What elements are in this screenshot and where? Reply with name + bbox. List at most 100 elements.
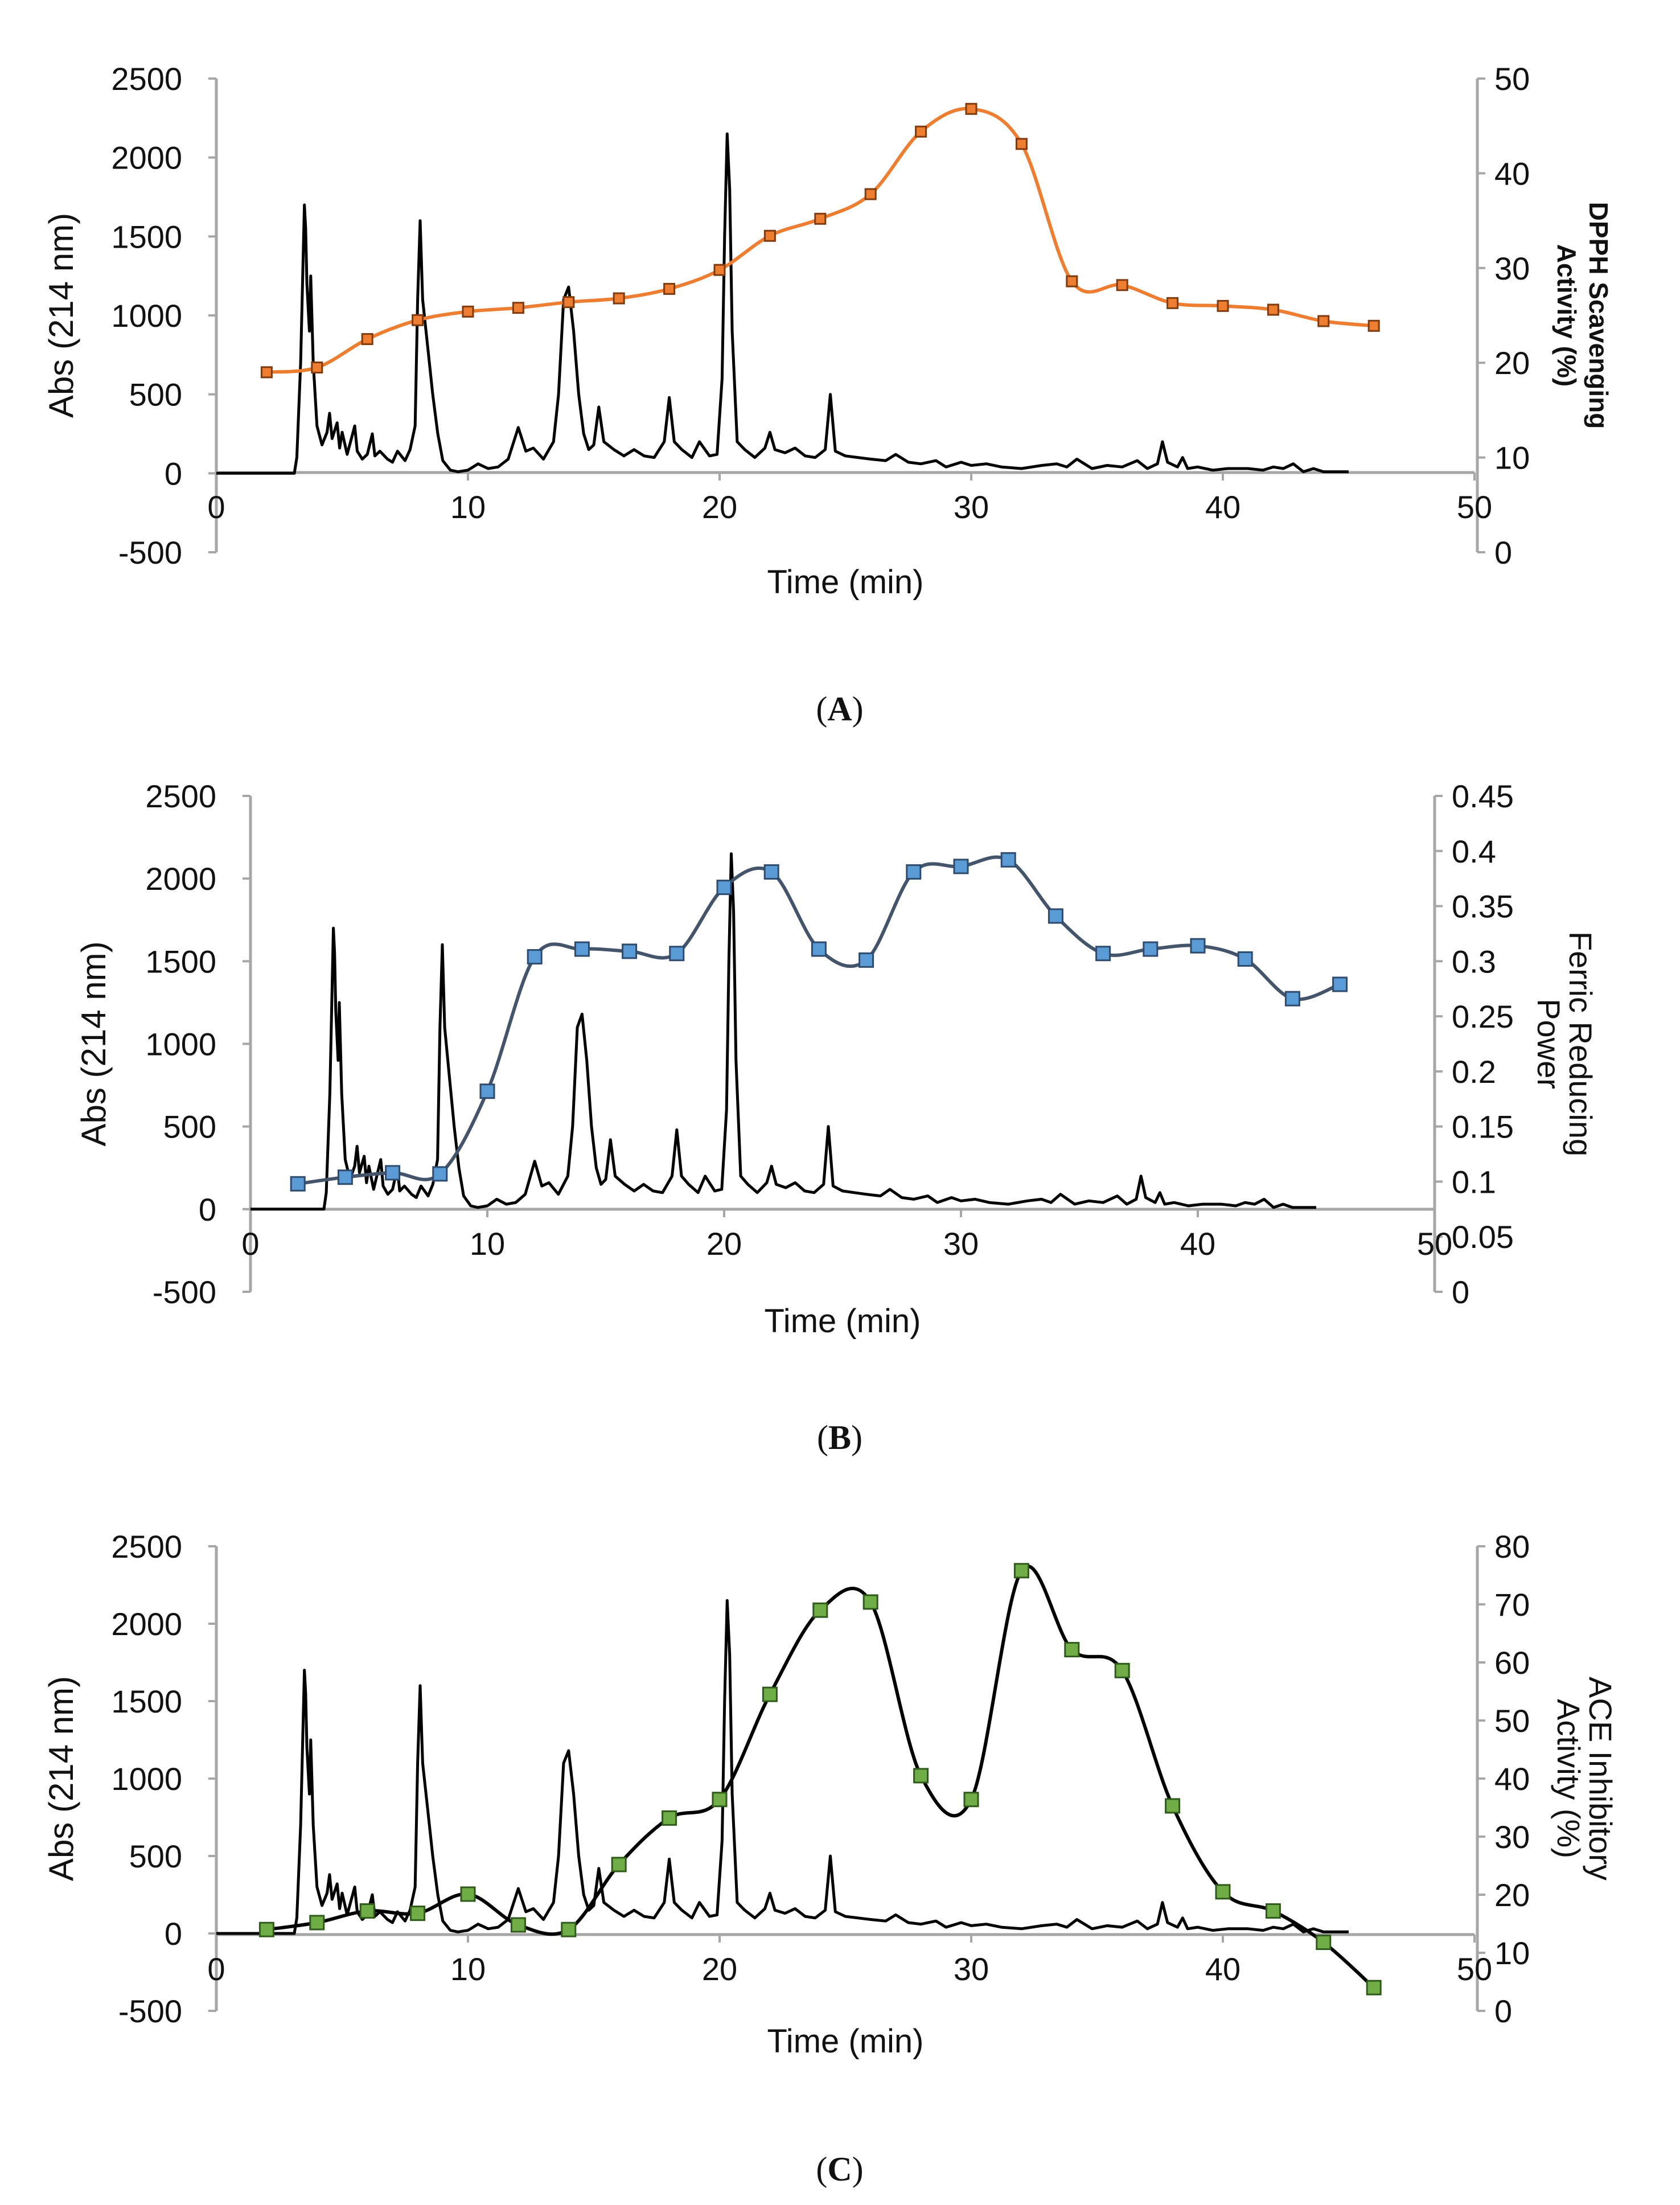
panel-b-y-tick-label: 1500 bbox=[145, 943, 216, 979]
panel-a-activity-marker bbox=[562, 296, 575, 309]
panel-b-x-tick-label: 50 bbox=[1417, 1226, 1452, 1262]
panel-c-activity-marker bbox=[1114, 1662, 1130, 1678]
panel-b-activity-marker bbox=[859, 952, 874, 968]
panel-b-x-axis-title: Time (min) bbox=[765, 1303, 921, 1340]
panel-a-activity-marker bbox=[1166, 297, 1179, 309]
panel-c-y2-tick-label: 40 bbox=[1494, 1761, 1530, 1797]
panel-b-y2-tick-label: 0.1 bbox=[1452, 1164, 1496, 1200]
panel-b-activity-marker bbox=[337, 1169, 353, 1185]
panel-c-y-tick-label: 2000 bbox=[111, 1606, 182, 1642]
panel-a-activity-marker bbox=[663, 282, 676, 295]
panel-b-y-tick-label: 2000 bbox=[145, 861, 216, 897]
panel-b-activity-marker bbox=[906, 864, 922, 880]
panel-c-y2-tick-label: 70 bbox=[1494, 1587, 1530, 1623]
panel-c-activity-marker bbox=[762, 1686, 778, 1702]
panel-a-activity-marker bbox=[260, 366, 273, 379]
panel-c-y-tick-label: 1500 bbox=[111, 1683, 182, 1719]
panel-a-y2-tick-label: 10 bbox=[1494, 440, 1530, 476]
panel-a-activity-marker bbox=[412, 314, 424, 326]
panel-b-y2-tick-label: 0.45 bbox=[1452, 778, 1514, 814]
panel-a-x-tick-label: 20 bbox=[702, 489, 737, 525]
panel-b-activity-marker bbox=[622, 943, 638, 959]
panel-c-activity-marker bbox=[913, 1768, 929, 1784]
panel-b-y2-tick-label: 0.25 bbox=[1452, 999, 1514, 1034]
panel-a-x-tick-label: 10 bbox=[450, 489, 486, 525]
panel-b-y2-tick-label: 0.3 bbox=[1452, 943, 1496, 979]
panel-a-y-tick-label: 0 bbox=[165, 455, 182, 491]
panel-a-y-tick-label: -500 bbox=[118, 535, 182, 570]
panel-c-y-tick-label: 0 bbox=[165, 1916, 182, 1952]
panel-a-activity-marker bbox=[763, 229, 776, 242]
panel-b-y-tick-label: 1000 bbox=[145, 1026, 216, 1062]
panel-c-activity-marker bbox=[460, 1886, 476, 1902]
panel-a-y2-tick-label: 0 bbox=[1494, 535, 1512, 570]
panel-c-y2-tick-label: 60 bbox=[1494, 1645, 1530, 1681]
panel-c-x-axis-title: Time (min) bbox=[767, 2023, 924, 2060]
panel-b-activity-marker bbox=[716, 880, 732, 896]
panel-a-activity-marker bbox=[361, 333, 373, 346]
panel-c-y2-axis-title-line: ACE Inhibitory bbox=[1583, 1677, 1619, 1880]
panel-b-y2-tick-label: 0.15 bbox=[1452, 1109, 1514, 1145]
panel-c-activity-marker bbox=[561, 1921, 577, 1937]
panel-b-activity-marker bbox=[574, 941, 590, 957]
panel-c-y-tick-label: 1000 bbox=[111, 1761, 182, 1797]
panel-b-activity-marker bbox=[1000, 852, 1016, 868]
panel-a-y2-axis-title-line: DPPH Scavenging bbox=[1584, 202, 1613, 429]
panel-a-y-tick-label: 2000 bbox=[111, 140, 182, 176]
panel-b-activity-marker bbox=[385, 1165, 401, 1181]
panel-a-y-tick-label: 500 bbox=[129, 377, 182, 413]
panel-a-activity-marker bbox=[1217, 299, 1229, 312]
panel-c-label: C bbox=[827, 2150, 852, 2188]
panel-c-activity-marker bbox=[812, 1602, 828, 1618]
panel-a-activity-marker bbox=[613, 292, 625, 305]
panel-c-activity-marker bbox=[1316, 1935, 1332, 1951]
panel-a-activity-marker bbox=[1367, 319, 1380, 332]
panel-c-y2-tick-label: 10 bbox=[1494, 1935, 1530, 1971]
panel-c-y2-tick-label: 20 bbox=[1494, 1877, 1530, 1913]
panel-b-y2-tick-label: 0.35 bbox=[1452, 889, 1514, 925]
panel-b-y-tick-label: 500 bbox=[163, 1109, 216, 1145]
panel-c-activity-marker bbox=[712, 1792, 728, 1808]
panel-c-activity-marker bbox=[359, 1903, 375, 1919]
panel-b-y2-axis-title-line: Ferric Reducing bbox=[1563, 931, 1599, 1156]
panel-a-y2-tick-label: 40 bbox=[1494, 155, 1530, 191]
panel-c-y-tick-label: -500 bbox=[118, 1993, 182, 2029]
panel-c-y-tick-label: 500 bbox=[129, 1838, 182, 1874]
panel-b-activity-marker bbox=[290, 1176, 306, 1192]
panel-b-activity-marker bbox=[1332, 976, 1348, 992]
panel-a-activity-marker bbox=[512, 302, 524, 314]
panel-a-x-tick-label: 40 bbox=[1205, 489, 1241, 525]
panel-c-x-tick-label: 0 bbox=[207, 1951, 225, 1987]
panel-c-x-tick-label: 10 bbox=[450, 1951, 486, 1987]
panel-c-y-tick-label: 2500 bbox=[111, 1529, 182, 1565]
panel-c-activity-marker bbox=[258, 1921, 274, 1937]
panel-b-y-tick-label: 0 bbox=[199, 1192, 216, 1227]
panel-c-x-tick-label: 40 bbox=[1205, 1951, 1241, 1987]
panel-a-activity-marker bbox=[713, 264, 726, 276]
panel-a-activity-marker bbox=[1015, 138, 1028, 150]
panel-a-y2-tick-label: 30 bbox=[1494, 251, 1530, 286]
panel-b-activity-marker bbox=[1143, 941, 1159, 957]
panel-b-y2-tick-label: 0 bbox=[1452, 1274, 1469, 1310]
panel-c-y2-axis-title-line: Activity (%) bbox=[1551, 1699, 1587, 1858]
panel-b-activity-marker bbox=[1190, 938, 1206, 954]
panel-a-x-tick-label: 0 bbox=[207, 489, 225, 525]
panel-c-activity-marker bbox=[1366, 1980, 1382, 1995]
panel-b-x-tick-label: 20 bbox=[706, 1226, 742, 1262]
panel-b-y2-tick-label: 0.2 bbox=[1452, 1054, 1496, 1090]
panel-b-activity-marker bbox=[669, 946, 685, 962]
panel-b-y-axis-title: Abs (214 nm) bbox=[75, 941, 113, 1146]
panel-a-activity-marker bbox=[965, 102, 977, 115]
panel-c-activity-marker bbox=[510, 1917, 526, 1933]
panel-c-y2-tick-label: 0 bbox=[1494, 1993, 1512, 2029]
panel-b-activity-marker bbox=[811, 941, 827, 957]
panel-a-y2-tick-label: 50 bbox=[1494, 61, 1530, 97]
panel-b-y2-tick-label: 0.05 bbox=[1452, 1219, 1514, 1255]
panel-a-activity-marker bbox=[1267, 303, 1279, 316]
panel-a-activity-marker bbox=[311, 362, 323, 374]
panel-b-activity-marker bbox=[479, 1083, 495, 1099]
